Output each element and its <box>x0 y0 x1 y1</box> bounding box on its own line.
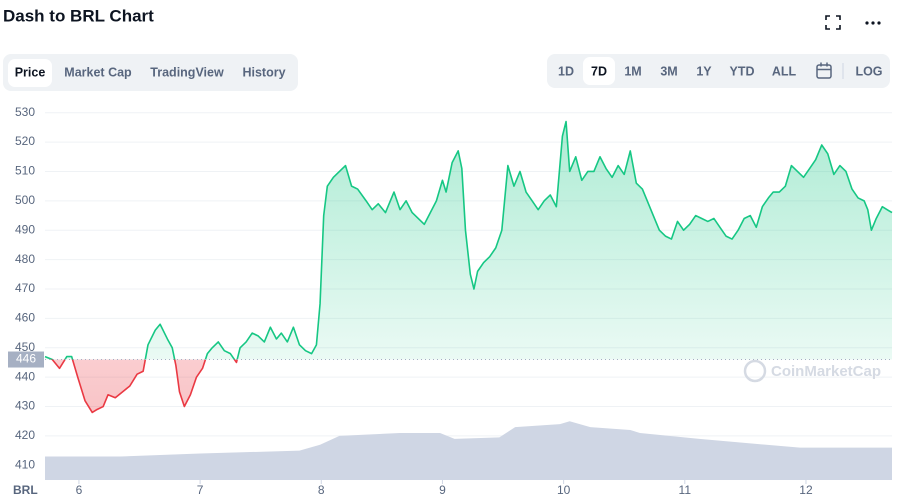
y-tick-label: 480 <box>15 252 35 266</box>
log-button[interactable]: LOG <box>855 64 882 78</box>
volume-area <box>45 421 892 480</box>
y-tick-label: 460 <box>15 311 35 325</box>
y-tick-label: 450 <box>15 340 35 354</box>
active-tab-bg <box>8 59 52 87</box>
x-tick-label: 12 <box>799 483 813 497</box>
more-button[interactable] <box>865 21 881 25</box>
price-line-up <box>44 120 893 360</box>
currency-label: BRL <box>13 483 38 497</box>
tab[interactable]: Market Cap <box>64 65 132 79</box>
tab[interactable]: TradingView <box>150 65 224 79</box>
range-button[interactable]: 1D <box>558 64 574 78</box>
range-button[interactable]: 1M <box>624 64 641 78</box>
range-button[interactable]: 3M <box>660 64 677 78</box>
y-tick-label: 530 <box>15 105 35 119</box>
y-tick-label: 410 <box>15 457 35 471</box>
fullscreen-button[interactable] <box>825 15 841 30</box>
calendar-button[interactable] <box>816 62 832 79</box>
active-range-bg <box>583 57 615 85</box>
y-tick-label: 430 <box>15 399 35 413</box>
y-tick-label: 520 <box>15 134 35 148</box>
chart-title: Dash to BRL Chart <box>3 6 154 25</box>
x-tick-label: 10 <box>557 483 571 497</box>
range-button[interactable]: 7D <box>591 64 607 78</box>
watermark: CoinMarketCap <box>743 359 881 383</box>
range-button[interactable]: YTD <box>730 64 755 78</box>
y-tick-label: 510 <box>15 164 35 178</box>
price-line-down <box>50 359 239 414</box>
price-area-down <box>52 359 238 413</box>
watermark-text: CoinMarketCap <box>771 363 881 380</box>
y-tick-label: 500 <box>15 193 35 207</box>
baseline-label: 446 <box>16 352 36 366</box>
baseline-label-bg <box>8 351 44 368</box>
y-tick-label: 490 <box>15 222 35 236</box>
x-tick-label: 9 <box>439 483 446 497</box>
range-button[interactable]: 1Y <box>696 64 712 78</box>
tab[interactable]: Price <box>15 65 46 79</box>
y-tick-label: 440 <box>15 369 35 383</box>
y-tick-label: 470 <box>15 281 35 295</box>
x-tick-label: 11 <box>679 483 692 497</box>
tab[interactable]: History <box>242 65 285 79</box>
x-tick-label: 6 <box>76 483 83 497</box>
range-group <box>547 54 890 88</box>
x-tick-label: 7 <box>197 483 204 497</box>
price-area-up <box>45 121 892 360</box>
tab-group <box>3 54 298 91</box>
x-tick-label: 8 <box>318 483 325 497</box>
range-button[interactable]: ALL <box>772 64 797 78</box>
y-tick-label: 420 <box>15 428 35 442</box>
